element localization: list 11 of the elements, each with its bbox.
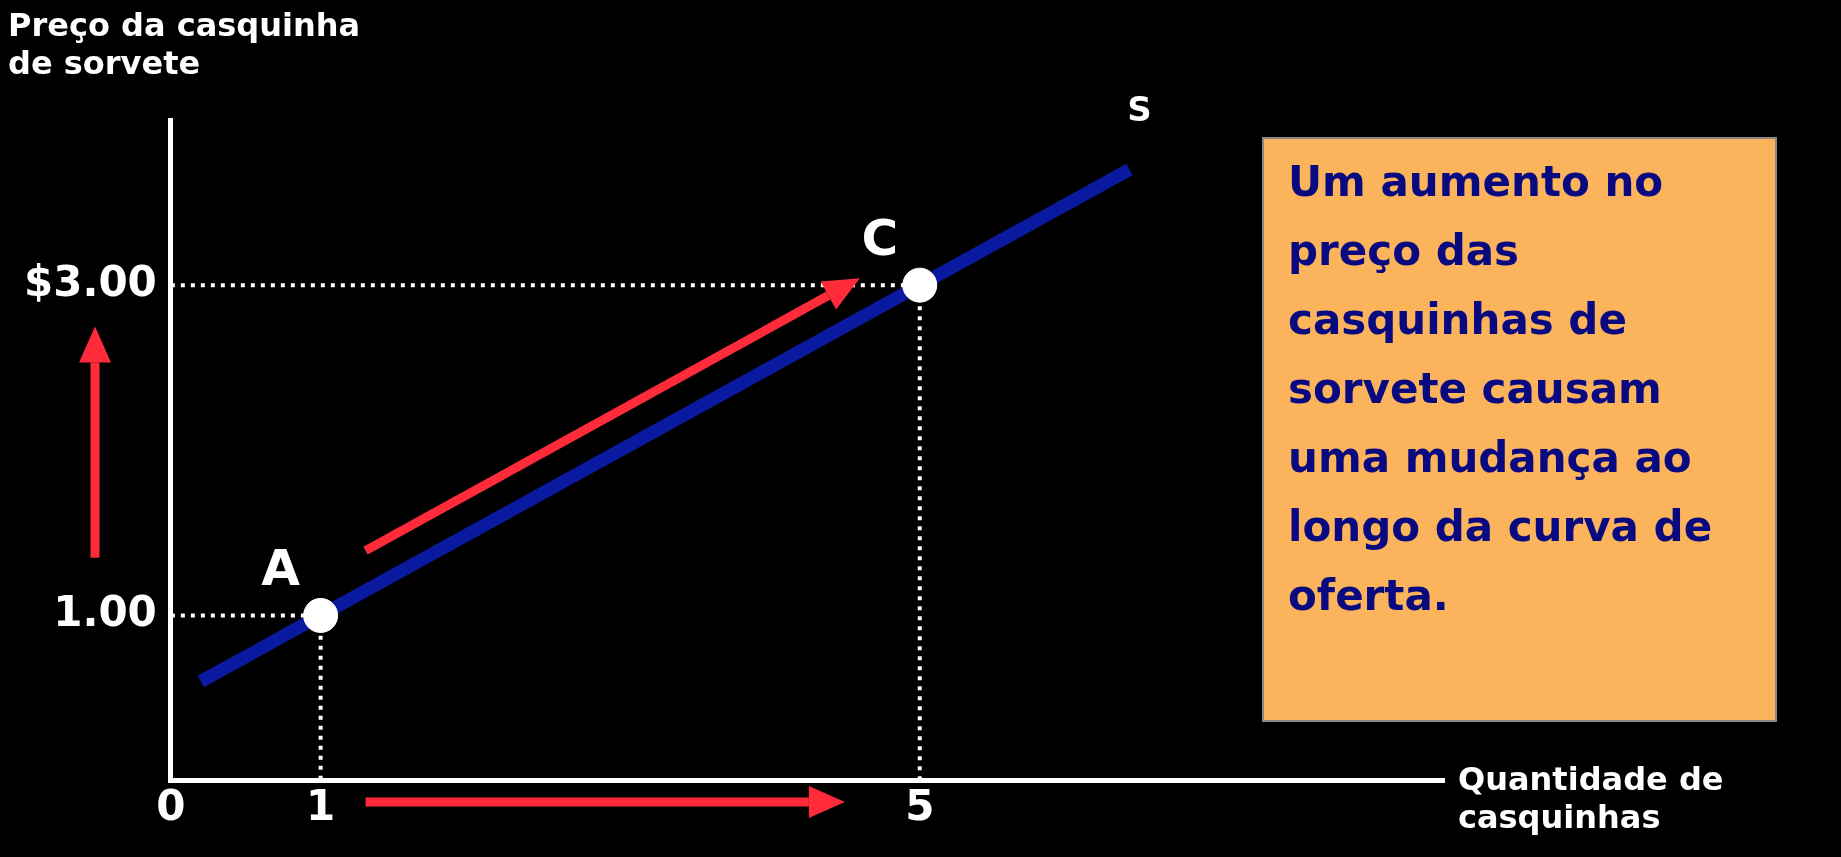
x-axis-title: Quantidade de casquinhas (1458, 760, 1725, 836)
y-axis-title: Preço da casquinha de sorvete (8, 6, 362, 82)
annotation: A (261, 539, 301, 598)
x-tick-label: 1 (306, 780, 336, 830)
x-tick-label: 5 (905, 780, 935, 830)
x-tick-label: 0 (156, 780, 186, 830)
annotation: C (861, 209, 899, 268)
series-label: S (1127, 89, 1152, 130)
callout-box: Um aumento no preço das casquinhas de sorvete causam uma mudança ao longo da curva de oferta. (1262, 137, 1777, 722)
y-tick-label: 1.00 (53, 587, 157, 637)
y-tick-label: $3.00 (23, 257, 157, 307)
